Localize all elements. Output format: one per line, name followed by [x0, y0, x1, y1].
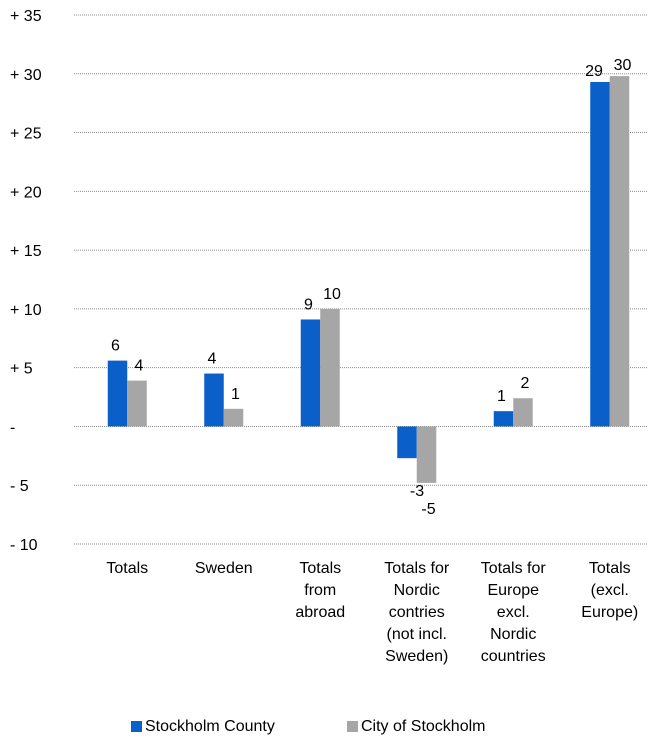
- data-label: -5: [421, 501, 435, 518]
- bar-city-of-stockholm: [609, 76, 630, 427]
- y-tick-label: - 5: [10, 478, 29, 495]
- legend-label: City of Stockholm: [361, 718, 485, 735]
- bar-stockholm-county: [493, 411, 514, 427]
- bar-stockholm-county: [107, 360, 128, 427]
- x-category-label-line: excl.: [497, 604, 530, 621]
- x-category-label: Totals from abroad: [295, 560, 345, 621]
- x-category-label-line: abroad: [295, 604, 345, 621]
- x-category-label-line: Totals: [589, 560, 631, 577]
- data-label: 1: [497, 388, 506, 405]
- bar-city-of-stockholm: [127, 380, 147, 427]
- x-category-label-line: Nordic: [490, 626, 536, 643]
- x-category-label-line: Totals for: [481, 560, 547, 577]
- y-tick-label: -: [10, 419, 15, 436]
- x-category-label-line: Europe): [581, 604, 638, 621]
- y-axis-tick-labels: + 35 + 30 + 25 + 20 + 15 + 10 + 5 - - 5 - 10: [10, 8, 42, 554]
- x-category-label-line: Europe: [487, 582, 539, 599]
- data-label: 6: [111, 338, 120, 355]
- x-category-label-line: Nordic: [394, 582, 440, 599]
- x-category-label-line: Sweden: [195, 560, 253, 577]
- data-label: 4: [135, 358, 144, 375]
- x-category-label-line: Totals: [106, 560, 148, 577]
- x-category-label: Totals (excl. Europe): [581, 560, 638, 621]
- x-category-label-line: Sweden): [385, 648, 448, 665]
- x-category-label: Sweden: [195, 560, 253, 577]
- bar-stockholm-county: [590, 82, 610, 427]
- y-tick-label: + 25: [10, 126, 42, 143]
- x-category-label: Totals for Europe excl. Nordic countries: [481, 560, 547, 665]
- x-category-label-line: Totals: [299, 560, 341, 577]
- y-tick-label: + 30: [10, 67, 42, 84]
- x-category-label-line: contries: [389, 604, 445, 621]
- data-label: 9: [304, 296, 313, 313]
- y-tick-label: + 15: [10, 243, 42, 260]
- y-tick-label: + 20: [10, 184, 42, 201]
- legend: Stockholm County City of Stockholm: [131, 718, 485, 735]
- legend-swatch: [131, 721, 142, 732]
- y-tick-label: - 10: [10, 537, 38, 554]
- x-category-label-line: countries: [481, 648, 546, 665]
- bar-city-of-stockholm: [320, 308, 340, 427]
- x-category-label: Totals: [106, 560, 148, 577]
- x-category-label: Totals for Nordic contries (not incl. Sweden…: [384, 560, 450, 665]
- legend-label: Stockholm County: [145, 718, 275, 735]
- y-tick-label: + 10: [10, 302, 42, 319]
- data-label: 29: [585, 63, 603, 80]
- bar-city-of-stockholm: [223, 408, 244, 427]
- data-label: -3: [410, 483, 424, 500]
- x-category-label-line: (not incl.: [387, 626, 447, 643]
- legend-swatch: [347, 721, 358, 732]
- bars: [107, 76, 630, 483]
- x-category-label-line: (excl.: [591, 582, 629, 599]
- bar-stockholm-county: [300, 319, 321, 427]
- data-label: 4: [208, 351, 217, 368]
- data-label: 10: [323, 286, 341, 303]
- y-tick-label: + 5: [10, 361, 33, 378]
- data-label: 2: [521, 375, 530, 392]
- bar-stockholm-county: [397, 426, 417, 459]
- x-axis-category-labels: Totals Sweden Totals from abroad Totals for No…: [106, 560, 638, 665]
- data-label: 30: [614, 57, 632, 74]
- y-tick-label: + 35: [10, 8, 42, 25]
- x-category-label-line: Totals for: [384, 560, 450, 577]
- bar-city-of-stockholm: [513, 398, 533, 427]
- data-label: 1: [231, 386, 240, 403]
- bar-city-of-stockholm: [416, 426, 437, 483]
- bar-stockholm-county: [204, 373, 224, 427]
- gridlines: [74, 14, 648, 545]
- x-category-label-line: from: [304, 582, 336, 599]
